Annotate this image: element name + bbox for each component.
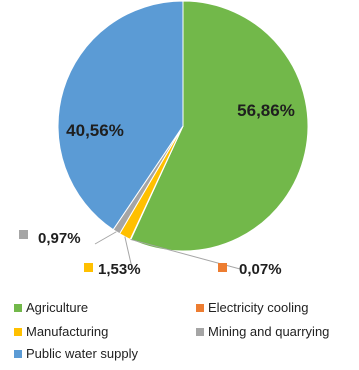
legend-item-public-water-supply: Public water supply	[14, 346, 138, 361]
leader-line-manufacturing	[124, 236, 133, 269]
pie-slice-public-water-supply	[57, 0, 184, 231]
legend-swatch-agriculture	[14, 303, 22, 312]
pie-slice-agriculture	[130, 0, 309, 252]
data-label-public-water-supply: 40,56%	[66, 121, 124, 140]
legend-label-mining-and-quarrying: Mining and quarrying	[208, 324, 330, 339]
label-key-manufacturing	[84, 263, 93, 272]
legend-item-agriculture: Agriculture	[14, 300, 88, 315]
legend-swatch-mining-and-quarrying	[196, 327, 204, 336]
data-label-agriculture: 56,86%	[237, 101, 295, 120]
legend-label-public-water-supply: Public water supply	[26, 346, 138, 361]
label-key-mining-and-quarrying	[19, 230, 28, 239]
legend-item-mining-and-quarrying: Mining and quarrying	[196, 324, 329, 339]
legend-label-electricity-cooling: Electricity cooling	[208, 300, 309, 315]
legend-label-manufacturing: Manufacturing	[26, 324, 109, 339]
data-labels: 56,86% 0,07% 1,53% 0,97% 40,56%	[19, 101, 295, 278]
pie-slices	[57, 0, 309, 252]
legend: Agriculture Electricity cooling Manufact…	[0, 284, 359, 370]
data-label-mining-and-quarrying: 0,97%	[38, 230, 81, 247]
data-label-electricity-cooling: 0,07%	[239, 261, 282, 278]
data-label-manufacturing: 1,53%	[98, 261, 141, 278]
legend-item-electricity-cooling: Electricity cooling	[196, 300, 308, 315]
leader-line-mining-and-quarrying	[94, 231, 117, 245]
legend-swatch-public-water-supply	[14, 349, 22, 358]
legend-swatch-electricity-cooling	[196, 303, 204, 312]
label-key-electricity-cooling	[218, 263, 227, 272]
legend-item-manufacturing: Manufacturing	[14, 324, 108, 339]
legend-swatch-manufacturing	[14, 327, 22, 336]
legend-label-agriculture: Agriculture	[26, 300, 89, 315]
